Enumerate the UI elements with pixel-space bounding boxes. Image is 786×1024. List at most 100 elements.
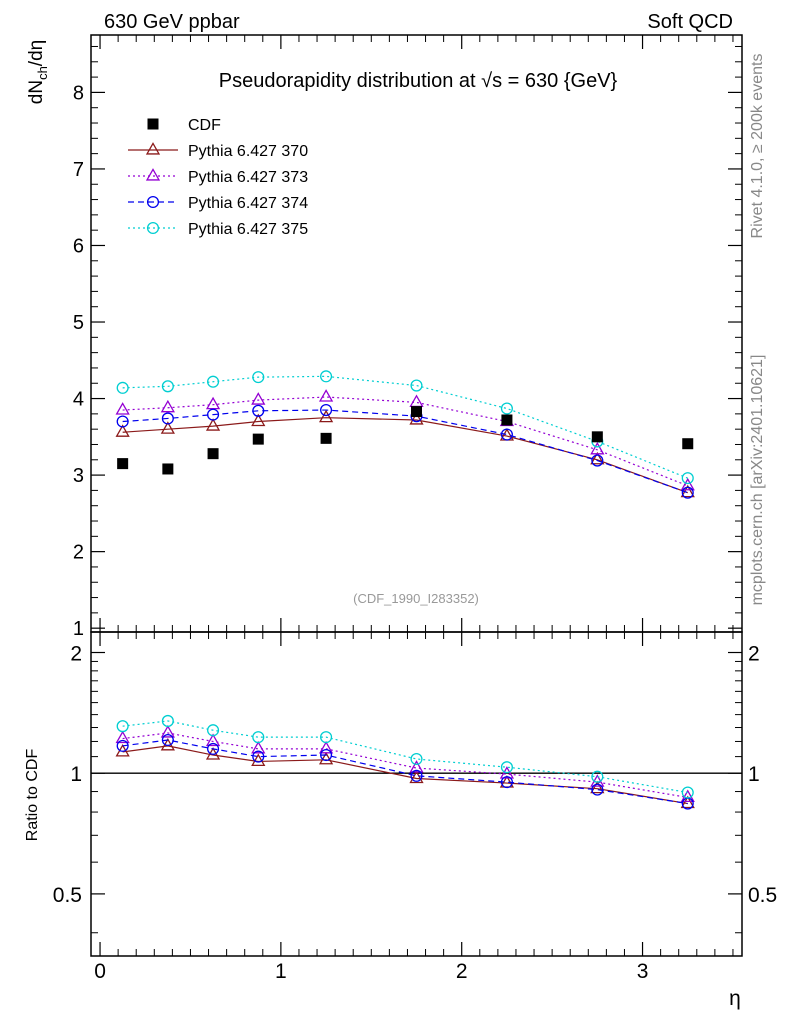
ratio-plot-frame (90, 631, 743, 957)
main-series-3-marker (207, 408, 220, 421)
header-category-label: Soft QCD (647, 11, 733, 33)
x-tick-labels: 0 1 2 3 (94, 960, 648, 983)
cdf-data-point (162, 463, 174, 475)
main-y-tick-label: 5 (73, 312, 84, 334)
main-series-4-marker (320, 370, 333, 383)
main-y-tick-label: 1 (73, 618, 84, 640)
legend-series-marker-4 (146, 221, 160, 235)
legend-series-marker-3 (146, 195, 160, 209)
ratio-series-1-marker (251, 753, 266, 767)
ratio-y-tick-label-right: 0.5 (748, 884, 777, 907)
ratio-series-2-marker (205, 733, 221, 747)
legend-series-label-4: Pythia 6.427 375 (188, 221, 308, 238)
ratio-series-4-marker (410, 752, 423, 766)
ratio-series-1-marker (318, 751, 334, 765)
ratio-y-tick-label-left: 2 (70, 643, 82, 666)
cdf-data-point (207, 448, 219, 460)
ratio-series-1-marker (590, 780, 605, 794)
main-y-axis-label: dNch/dη (26, 40, 50, 104)
legend-cdf-label: CDF (188, 117, 221, 134)
ratio-series-2-marker (680, 789, 695, 803)
ratio-series-3-marker (591, 783, 604, 796)
main-series-1-marker (115, 424, 130, 437)
main-series-line-2 (122, 396, 688, 487)
main-series-1-marker (160, 421, 175, 434)
ratio-plot-panel: 0.5 0.5 1 1 2 2 Ratio to CDF (24, 631, 777, 957)
ratio-series-4-marker (320, 731, 333, 744)
main-series-3-marker (591, 454, 604, 467)
ratio-y-axis-label: Ratio to CDF (24, 749, 41, 842)
main-series-2-marker (160, 399, 175, 413)
plot-title: Pseudorapidity distribution at √s = 630 … (219, 70, 618, 92)
ratio-series-line-3 (122, 739, 688, 805)
x-tick-label: 0 (94, 960, 106, 983)
cdf-data-point (591, 431, 603, 443)
main-series-4-marker (252, 371, 265, 384)
main-y-tick-labels: 1 2 3 4 5 6 7 8 (73, 82, 84, 640)
main-plot-panel: 1 2 3 4 5 6 7 8 Pseudorapidity distribution at … (26, 34, 743, 640)
ratio-series-2-marker (160, 725, 175, 738)
cdf-data-point (682, 438, 694, 450)
ratio-series-2-marker (499, 766, 515, 779)
cdf-data-point (320, 432, 332, 444)
main-series-3-marker (252, 404, 265, 417)
ylabel-main: dN (26, 80, 47, 104)
main-series-1-marker (590, 451, 605, 465)
legend-series-label-2: Pythia 6.427 373 (188, 169, 308, 186)
main-y-tick-label: 3 (73, 465, 84, 487)
ratio-series-3-marker (500, 776, 513, 789)
ratio-y-tick-label-right: 2 (748, 643, 760, 666)
analysis-id-label: (CDF_1990_I283352) (353, 591, 479, 606)
ratio-series-3-marker (320, 748, 333, 762)
main-series-line-1 (122, 417, 688, 494)
legend-series-label-1: Pythia 6.427 370 (188, 143, 308, 160)
main-y-tick-label: 7 (73, 159, 84, 181)
ratio-series-2-marker (115, 730, 130, 744)
cdf-data-point (411, 406, 422, 418)
ratio-series-3-marker (410, 769, 423, 782)
main-data-points (117, 406, 694, 475)
legend-series-marker-2 (145, 168, 161, 181)
ratio-series-2-marker (318, 740, 334, 754)
ratio-series-line-2 (122, 732, 688, 799)
main-y-tick-label: 6 (73, 235, 84, 257)
main-series-4-marker (410, 379, 423, 392)
ratio-series-1-marker (115, 744, 130, 757)
main-y-tick-label: 2 (73, 542, 84, 564)
main-series-3-marker (681, 486, 694, 499)
header-process-label: 630 GeV ppbar (104, 11, 240, 33)
x-tick-label: 3 (637, 960, 649, 983)
legend-series-marker-1 (145, 142, 161, 155)
main-series-2-marker (251, 392, 266, 405)
ratio-series-4-marker (252, 731, 265, 744)
x-tick-label: 2 (456, 960, 468, 983)
ratio-series-3-marker (116, 739, 129, 752)
main-series-1-marker (205, 418, 221, 431)
ratio-series-4-marker (681, 786, 694, 799)
ratio-series-1-marker (409, 770, 424, 784)
ratio-y-tick-label-left: 1 (70, 763, 82, 786)
main-series-4-marker (161, 380, 174, 393)
ratio-series-2-marker (409, 760, 424, 773)
main-series-3-marker (320, 403, 333, 417)
ratio-series-4-marker (116, 720, 129, 733)
main-series-line-4 (122, 375, 688, 479)
ratio-series-3-marker (207, 742, 220, 755)
cdf-data-point (117, 458, 129, 470)
ratio-series-4-marker (500, 761, 513, 774)
ratio-y-tick-label-left: 0.5 (53, 884, 82, 907)
main-series-2-marker (205, 396, 221, 410)
main-series-4-marker (681, 472, 694, 485)
main-series-3-marker (116, 415, 129, 428)
cdf-data-point (501, 414, 513, 426)
ratio-series-group (115, 714, 695, 810)
main-series-4-marker (500, 402, 513, 415)
main-series-2-marker (115, 402, 130, 415)
ratio-y-tick-label-right: 1 (748, 763, 760, 786)
ratio-series-3-marker (161, 733, 174, 747)
ratio-series-2-marker (251, 740, 266, 754)
main-series-line-3 (122, 409, 688, 494)
main-series-1-marker (318, 409, 334, 423)
ratio-series-4-marker (207, 724, 220, 737)
